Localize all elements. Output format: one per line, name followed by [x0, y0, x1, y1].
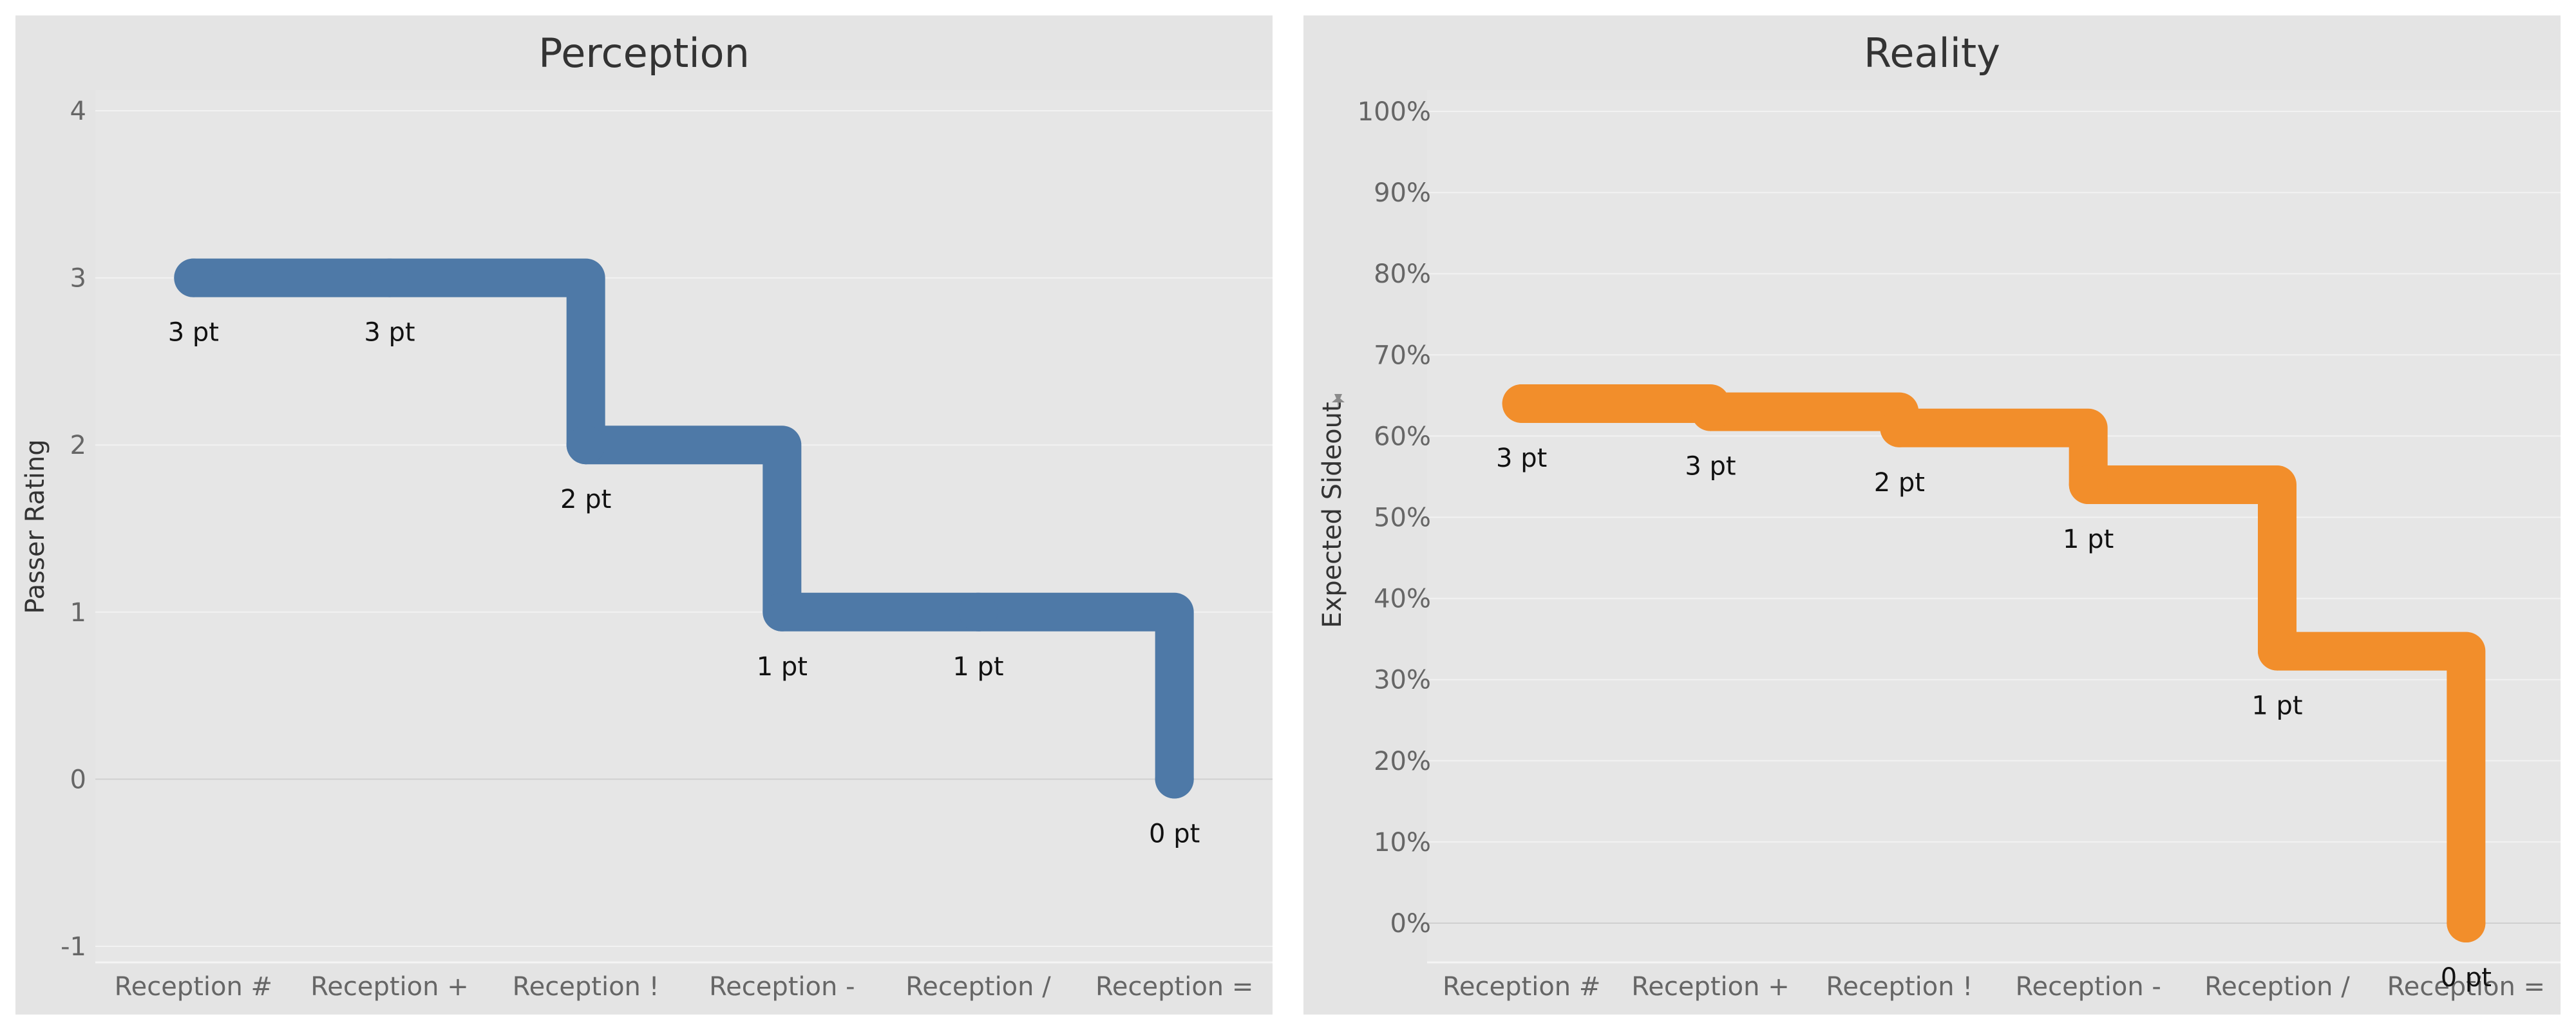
reality-x-tick-label: Reception = [2387, 972, 2545, 1002]
perception-x-axis: Reception # Reception + Reception ! Recepti… [95, 961, 1273, 1002]
reality-y-tick-label: 60% [1374, 422, 1431, 451]
reality-data-point[interactable] [1691, 392, 1730, 431]
reality-y-tick-label: 50% [1374, 503, 1431, 533]
perception-data-label: 1 pt [952, 652, 1003, 682]
perception-data-labels: 3 pt 3 pt 2 pt 1 pt 1 pt 0 pt [168, 318, 1200, 849]
reality-y-tick-label: 0% [1390, 909, 1431, 939]
reality-title: Reality [1864, 30, 2000, 77]
perception-y-tick-label: 3 [70, 264, 86, 294]
perception-data-point[interactable] [566, 426, 605, 465]
perception-data-point[interactable] [174, 258, 213, 297]
perception-y-tick-label: -1 [61, 932, 86, 962]
perception-x-tick-label: Reception ! [513, 972, 659, 1002]
reality-data-point[interactable] [2069, 465, 2108, 505]
reality-y-tick-label: 40% [1374, 585, 1431, 614]
reality-x-tick-label: Reception + [1631, 972, 1789, 1002]
perception-data-label: 0 pt [1149, 819, 1200, 848]
reality-y-tick-label: 100% [1358, 97, 1431, 127]
perception-data-label: 3 pt [168, 318, 219, 348]
perception-x-tick-label: Reception - [709, 972, 855, 1002]
reality-x-tick-label: Reception ! [1826, 972, 1973, 1002]
reality-data-point[interactable] [2447, 904, 2486, 942]
perception-series-line [174, 258, 1194, 799]
perception-series [174, 258, 1194, 799]
perception-data-label: 3 pt [364, 318, 415, 348]
reality-y-tick-label: 30% [1374, 666, 1431, 695]
perception-chart: Perception Passer Rating -1 0 1 2 3 4 Recepti… [15, 15, 1273, 1015]
perception-data-label: 2 pt [560, 485, 611, 514]
perception-x-tick-label: Reception / [905, 972, 1051, 1002]
perception-y-axis-title: Passer Rating [21, 439, 50, 613]
reality-x-tick-label: Reception # [1443, 972, 1600, 1002]
reality-y-tick-label: 10% [1374, 828, 1431, 857]
perception-plot-area [95, 90, 1273, 962]
reality-data-label: 1 pt [2063, 525, 2114, 554]
perception-title: Perception [538, 30, 750, 77]
reality-y-tick-label: 20% [1374, 747, 1431, 776]
reality-y-axis: 0% 10% 20% 30% 40% 50% 60% 70% 80% 90% 100% [1358, 97, 1431, 939]
perception-y-axis: -1 0 1 2 3 4 [61, 97, 86, 962]
reality-chart: Reality Expected Sideout 0% 10% 20% 30% 40% 5… [1303, 15, 2561, 1015]
reality-x-tick-label: Reception - [2015, 972, 2161, 1002]
reality-data-label: 0 pt [2441, 963, 2492, 993]
perception-x-tick-label: Reception # [115, 972, 272, 1002]
reality-y-axis-title: Expected Sideout [1318, 402, 1347, 628]
reality-data-point[interactable] [1880, 408, 1919, 447]
perception-data-point[interactable] [959, 592, 998, 632]
reality-data-label: 3 pt [1685, 452, 1736, 482]
reality-y-tick-label: 90% [1374, 178, 1431, 208]
perception-y-tick-label: 0 [70, 765, 86, 794]
reality-x-tick-label: Reception / [2204, 972, 2350, 1002]
perception-x-tick-label: Reception + [310, 972, 468, 1002]
reality-data-labels: 3 pt 3 pt 2 pt 1 pt 1 pt 0 pt [1496, 444, 2492, 993]
reality-data-label: 1 pt [2251, 691, 2302, 721]
reality-data-point[interactable] [2258, 632, 2297, 671]
reality-y-tick-label: 80% [1374, 259, 1431, 289]
perception-data-point[interactable] [762, 592, 802, 632]
perception-data-point[interactable] [370, 258, 409, 297]
reality-plot-area [1427, 90, 2561, 962]
perception-data-label: 1 pt [757, 652, 808, 682]
reality-data-point[interactable] [1502, 384, 1541, 423]
reality-gridlines [1427, 111, 2561, 924]
perception-data-point[interactable] [1155, 760, 1194, 799]
pin-icon[interactable] [1332, 394, 1345, 409]
reality-data-label: 2 pt [1874, 468, 1925, 498]
reality-data-label: 3 pt [1496, 444, 1547, 473]
perception-x-tick-label: Reception = [1095, 972, 1253, 1002]
reality-series [1502, 384, 2486, 942]
reality-y-tick-label: 70% [1374, 341, 1431, 370]
reality-x-axis: Reception # Reception + Reception ! Recepti… [1427, 961, 2561, 1002]
perception-y-tick-label: 1 [70, 598, 86, 628]
perception-y-tick-label: 2 [70, 431, 86, 460]
perception-y-tick-label: 4 [70, 97, 86, 126]
